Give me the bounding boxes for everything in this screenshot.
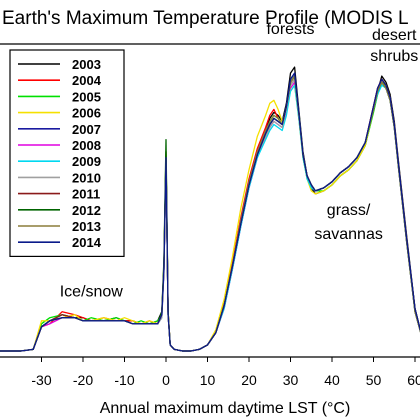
- series-layer: [0, 66, 420, 352]
- annotation-label: Ice/snow: [60, 284, 124, 301]
- x-tick-label: 0: [162, 372, 170, 388]
- legend-label: 2005: [72, 89, 101, 104]
- annotation-label: desert: [372, 27, 417, 44]
- annotation-label: shrubs: [370, 48, 418, 65]
- legend-label: 2003: [72, 57, 101, 72]
- x-axis-ticks: -30 -20 -10 0 10 20 30 40 50 60: [31, 357, 420, 388]
- x-axis-label: Annual maximum daytime LST (°C): [100, 400, 351, 417]
- series-line-2014: [0, 72, 420, 352]
- x-tick-label: 40: [324, 372, 340, 388]
- annotation-label: savannas: [314, 226, 383, 243]
- legend-label: 2014: [72, 235, 102, 250]
- legend-label: 2007: [72, 122, 101, 137]
- annotation-label: grass/: [327, 202, 371, 219]
- legend-label: 2008: [72, 138, 101, 153]
- x-tick-label: 20: [241, 372, 257, 388]
- x-tick-label: -10: [114, 372, 134, 388]
- legend-label: 2009: [72, 154, 101, 169]
- x-tick-label: -30: [31, 372, 51, 388]
- annotation-label: forests: [266, 21, 314, 38]
- x-tick-label: 30: [283, 372, 299, 388]
- annotations: Ice/snow forests desert shrubs grass/savanna…: [60, 21, 419, 301]
- x-tick-label: 10: [200, 372, 216, 388]
- legend-label: 2011: [72, 187, 100, 202]
- legend-label: 2012: [72, 203, 101, 218]
- legend-box: [9, 49, 125, 257]
- legend-label: 2004: [72, 73, 102, 88]
- x-tick-label: -20: [73, 372, 93, 388]
- x-tick-label: 50: [366, 372, 382, 388]
- plot-area: [0, 43, 420, 358]
- x-tick-label: 60: [407, 372, 420, 388]
- series-line-2006: [0, 78, 420, 352]
- legend-label: 2006: [72, 106, 101, 121]
- chart-title: Earth's Maximum Temperature Profile (MOD…: [2, 8, 409, 29]
- legend-label: 2010: [72, 170, 101, 185]
- legend-label: 2013: [72, 219, 101, 234]
